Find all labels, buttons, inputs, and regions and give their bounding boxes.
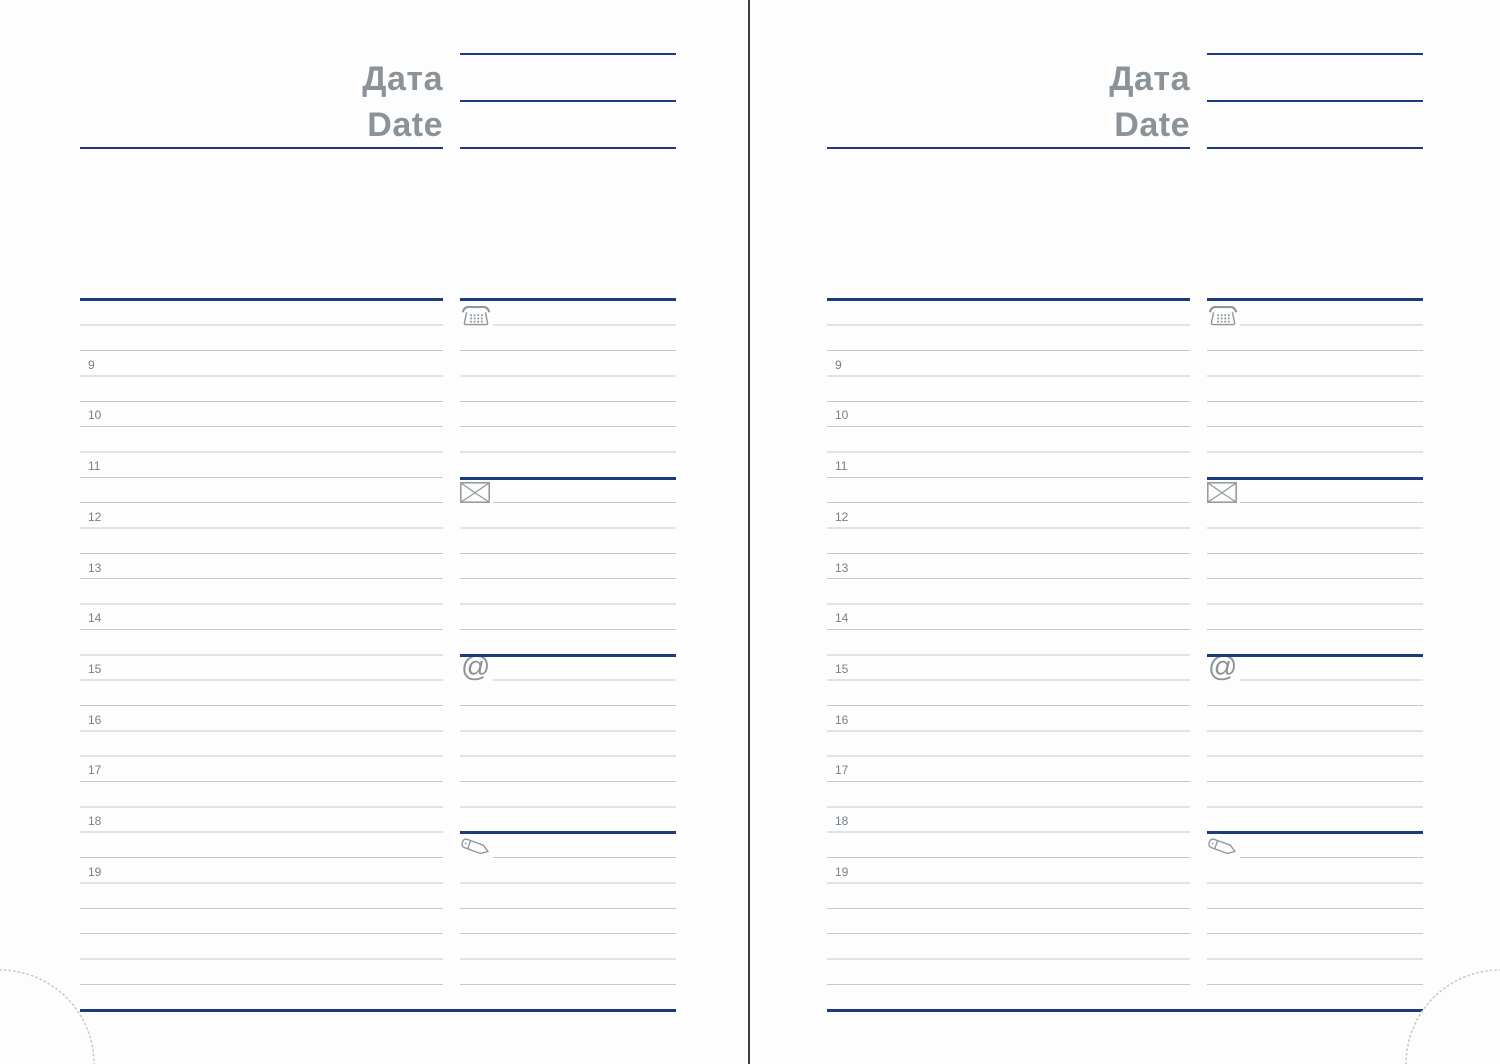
date-label-ru: Дата (362, 60, 443, 98)
notes-row (460, 833, 493, 861)
hour-label-10: 10 (835, 408, 849, 423)
page-bottom-line (80, 1008, 676, 1012)
schedule-ruled-area (827, 300, 1190, 988)
hour-label-10: 10 (88, 408, 102, 423)
hour-label-9: 9 (835, 357, 842, 372)
hour-label-13: 13 (88, 560, 102, 575)
hour-label-19: 19 (88, 864, 102, 879)
date-underline (80, 146, 443, 149)
diary-page-left: Дата Date @ (80, 52, 676, 1012)
hour-label-17: 17 (88, 763, 102, 778)
hour-label-12: 12 (835, 509, 849, 524)
corner-perforation-right (1405, 969, 1500, 1064)
contacts-section-line-2 (460, 653, 676, 657)
date-fill-line-1 (460, 52, 676, 55)
contacts-section-line-1 (460, 476, 676, 480)
date-fill-line-3 (460, 146, 676, 149)
at-symbol: @ (1208, 650, 1238, 683)
hour-label-12: 12 (88, 509, 102, 524)
contacts-section-line-3 (1207, 831, 1423, 835)
date-heading: Дата Date (80, 56, 443, 148)
schedule-top-line (80, 298, 443, 301)
page-bottom-line (827, 1008, 1423, 1012)
phone-row (460, 301, 493, 328)
contacts-section-line-3 (460, 831, 676, 835)
schedule-top-line (827, 298, 1190, 301)
date-label-ru: Дата (1109, 60, 1190, 98)
contacts-ruled-area (1207, 300, 1423, 988)
hour-label-13: 13 (835, 560, 849, 575)
envelope-icon (460, 482, 490, 504)
hour-label-14: 14 (88, 611, 102, 626)
contacts-section-line-2 (1207, 653, 1423, 657)
hour-label-18: 18 (835, 813, 849, 828)
hour-label-16: 16 (835, 712, 849, 727)
phone-icon (1208, 305, 1238, 326)
mail-row (1207, 478, 1240, 506)
hour-label-17: 17 (835, 763, 849, 778)
hour-label-15: 15 (835, 661, 849, 676)
date-fill-line-1 (1207, 52, 1423, 55)
date-underline (827, 146, 1190, 149)
email-row: @ (1207, 650, 1240, 683)
hour-label-11: 11 (88, 459, 101, 474)
date-fill-line-2 (1207, 99, 1423, 102)
contacts-top-line (1207, 298, 1423, 301)
at-symbol: @ (461, 650, 491, 683)
notes-row (1207, 833, 1240, 861)
email-row: @ (460, 650, 493, 683)
contacts-top-line (460, 298, 676, 301)
hour-label-16: 16 (88, 712, 102, 727)
envelope-icon (1207, 482, 1237, 504)
date-heading: Дата Date (827, 56, 1190, 148)
diary-page-right: Дата Date @ (747, 0, 1497, 1064)
page-gutter-divider (748, 0, 750, 1064)
phone-icon (461, 305, 491, 326)
date-label-en: Date (367, 106, 443, 144)
hour-label-19: 19 (835, 864, 849, 879)
hour-label-14: 14 (835, 611, 849, 626)
date-fill-line-3 (1207, 146, 1423, 149)
date-label-en: Date (1114, 106, 1190, 144)
corner-perforation-left (0, 969, 95, 1064)
hour-label-15: 15 (88, 661, 102, 676)
phone-row (1207, 301, 1240, 328)
contacts-ruled-area (460, 300, 676, 988)
contacts-section-line-1 (1207, 476, 1423, 480)
mail-row (460, 478, 493, 506)
date-fill-line-2 (460, 99, 676, 102)
schedule-ruled-area (80, 300, 443, 988)
hour-label-18: 18 (88, 813, 102, 828)
hour-label-11: 11 (835, 459, 848, 474)
pencil-icon (1208, 838, 1236, 855)
pencil-icon (461, 838, 489, 855)
hour-label-9: 9 (88, 357, 95, 372)
